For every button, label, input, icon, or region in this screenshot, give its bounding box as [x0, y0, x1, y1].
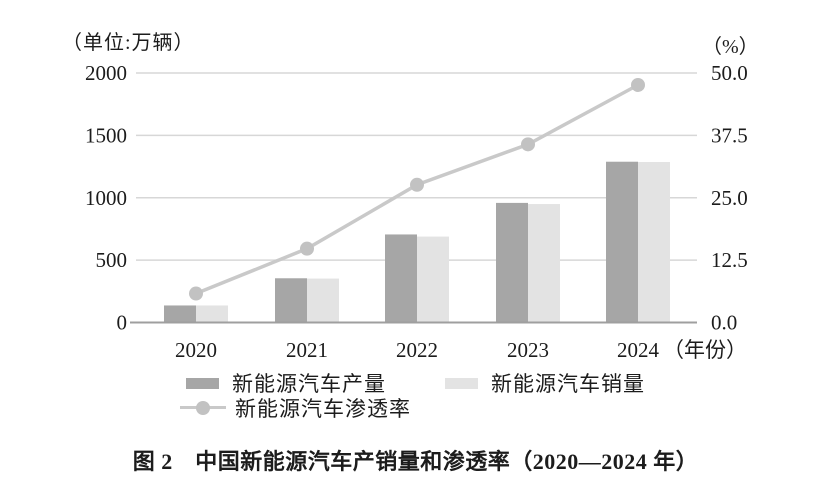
swatch-dot	[196, 401, 210, 415]
right-axis-tick: 0.0	[711, 311, 737, 335]
right-axis-tick: 12.5	[711, 248, 748, 272]
penetration-point	[410, 177, 424, 192]
production-bar	[385, 234, 417, 323]
penetration-line-swatch-icon	[180, 400, 226, 416]
x-axis-year-label: 2020	[175, 338, 217, 362]
right-axis-tick: 50.0	[711, 61, 748, 85]
figure-caption: 图 2 中国新能源汽车产销量和渗透率（2020—2024 年）	[132, 449, 699, 474]
legend-penetration-label: 新能源汽车渗透率	[235, 397, 411, 421]
production-bar-swatch-icon	[186, 377, 219, 389]
x-axis-year-label: 2023	[507, 338, 549, 362]
combo-chart: 0 0.0 500 12.5 1000 25.0 1500 37.5 2000 50.0 2020 2…	[85, 61, 748, 362]
production-bar	[606, 161, 638, 323]
sales-bar	[196, 305, 228, 323]
legend-item-sales: 新能源汽车销量	[445, 372, 645, 396]
sales-bar-swatch-icon	[445, 377, 478, 389]
sales-bar	[417, 236, 449, 323]
right-axis-unit-label: （%）	[702, 36, 759, 58]
x-axis-year-label: 2021	[286, 338, 328, 362]
sales-bar	[528, 204, 560, 323]
penetration-point	[300, 241, 314, 256]
production-bar	[496, 202, 528, 323]
sales-bar	[307, 278, 339, 323]
penetration-line-series	[189, 77, 645, 301]
bar-series	[164, 161, 670, 323]
right-axis-tick: 37.5	[711, 123, 748, 147]
production-bar	[275, 278, 307, 323]
left-axis-tick: 1500	[85, 123, 127, 147]
x-axis-year-label: 2024	[617, 338, 660, 362]
left-axis-tick: 2000	[85, 61, 127, 85]
left-axis-tick: 1000	[85, 186, 127, 210]
x-axis-year-label: 2022	[396, 338, 438, 362]
legend-item-penetration: 新能源汽车渗透率	[180, 397, 411, 421]
left-axis-tick: 0	[117, 311, 128, 335]
penetration-point	[631, 77, 645, 92]
legend-production-label: 新能源汽车产量	[232, 372, 386, 396]
legend-sales-label: 新能源汽车销量	[491, 372, 645, 396]
penetration-point	[189, 286, 203, 301]
penetration-point	[521, 137, 535, 152]
x-axis-suffix-label: （年份）	[663, 338, 747, 362]
right-axis-tick: 25.0	[711, 186, 748, 210]
production-bar	[164, 305, 196, 323]
sales-bar	[638, 161, 670, 323]
legend-item-production: 新能源汽车产量	[186, 372, 386, 396]
left-axis-unit-label: （单位:万辆）	[62, 32, 195, 54]
left-axis-tick: 500	[96, 248, 128, 272]
axis-labels: 0 0.0 500 12.5 1000 25.0 1500 37.5 2000 50.0 2020 2…	[85, 61, 748, 362]
